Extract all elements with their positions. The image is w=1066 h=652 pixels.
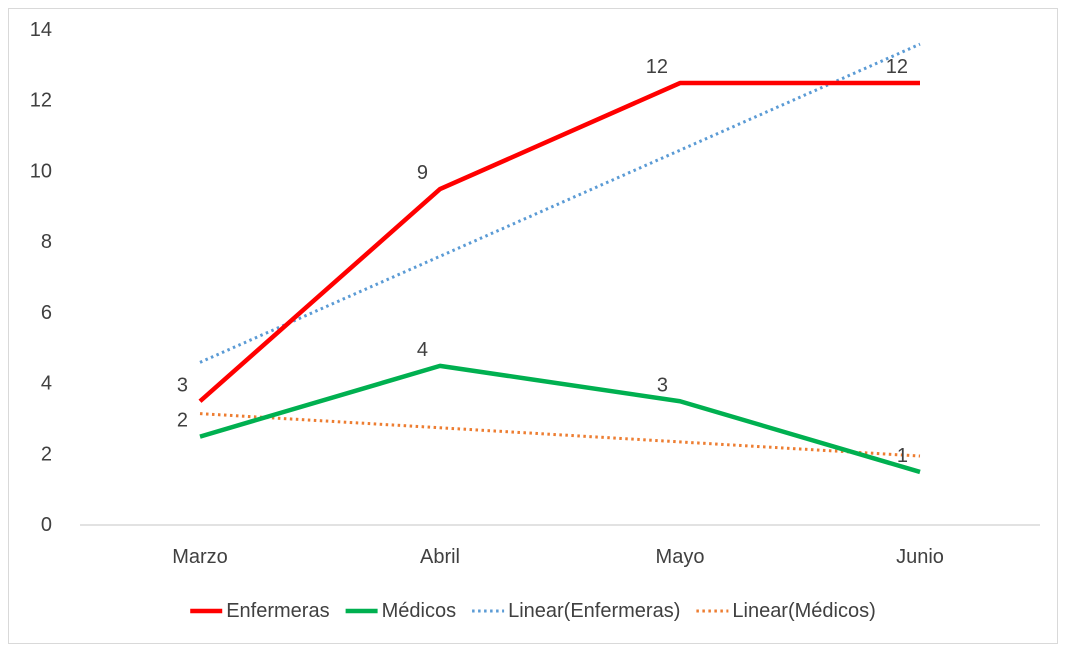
y-axis-ticks: 0 2 4 6 8 10 12 14 — [30, 19, 52, 536]
data-label-medicos: 1 — [897, 445, 908, 467]
data-label-enfermeras: 12 — [886, 56, 908, 78]
y-tick-label: 2 — [41, 443, 52, 465]
data-label-medicos: 2 — [177, 410, 188, 432]
x-tick-label: Marzo — [172, 546, 228, 568]
y-tick-label: 12 — [30, 90, 52, 112]
data-label-enfermeras: 12 — [646, 56, 668, 78]
y-tick-label: 4 — [41, 373, 52, 395]
data-label-medicos: 4 — [417, 339, 428, 361]
y-tick-label: 10 — [30, 160, 52, 182]
series-line-enfermeras — [198, 80, 920, 403]
y-tick-label: 6 — [41, 302, 52, 324]
legend-label: Médicos — [382, 600, 456, 622]
y-tick-label: 0 — [41, 514, 52, 536]
y-tick-label: 14 — [30, 19, 52, 41]
data-label-medicos: 3 — [657, 374, 668, 396]
series-lines — [198, 80, 921, 475]
x-tick-label: Mayo — [656, 546, 705, 568]
legend-label: Enfermeras — [226, 600, 329, 622]
y-tick-label: 8 — [41, 231, 52, 253]
chart-frame — [8, 8, 1058, 644]
series-line-medicos — [199, 363, 921, 475]
legend-label: Linear(Enfermeras) — [508, 600, 680, 622]
legend: Enfermeras Médicos Linear(Enfermeras) Linea… — [190, 600, 876, 622]
trendline-linear-enfermeras — [199, 42, 921, 364]
trendlines — [199, 42, 921, 458]
data-label-enfermeras: 9 — [417, 162, 428, 184]
x-axis-ticks: Marzo Abril Mayo Junio — [172, 546, 944, 568]
legend-label: Linear(Médicos) — [732, 600, 875, 622]
data-label-enfermeras: 3 — [177, 374, 188, 396]
x-tick-label: Abril — [420, 546, 460, 568]
x-tick-label: Junio — [896, 546, 944, 568]
trendline-linear-medicos — [199, 412, 921, 458]
data-labels: 3 9 12 12 2 4 3 1 — [177, 56, 908, 467]
